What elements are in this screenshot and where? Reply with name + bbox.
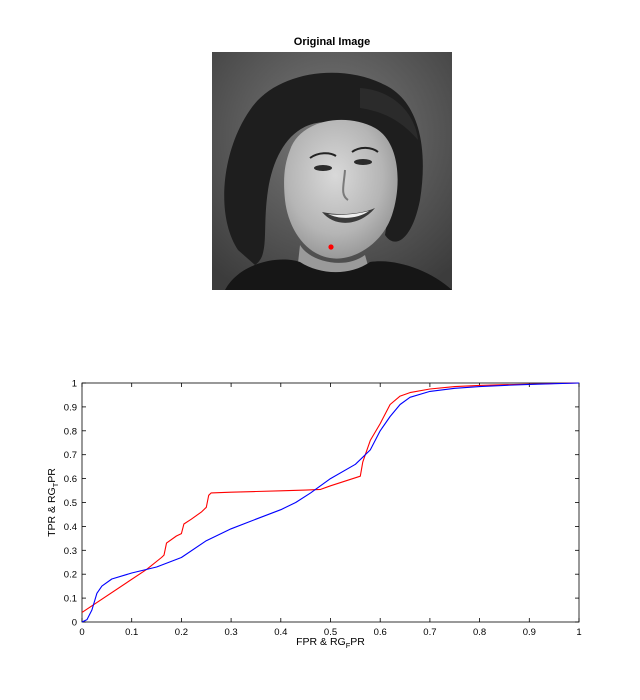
- portrait-photo: [212, 52, 452, 290]
- x-axis-label: FPR & RGFPR: [296, 636, 365, 650]
- y-tick-label: 0.6: [64, 474, 77, 485]
- red-marker-dot: [328, 244, 334, 250]
- right-eye: [354, 159, 372, 165]
- plot-area: [81, 382, 580, 623]
- right-brow: [351, 146, 379, 153]
- y-tick-label: 0.2: [64, 570, 77, 581]
- y-tick-label: 1: [72, 379, 77, 390]
- y-tick-label: 0.4: [64, 522, 77, 533]
- y-tick-label: 0.9: [64, 402, 77, 413]
- y-tick-label: 0.3: [64, 546, 77, 557]
- image-title: Original Image: [293, 36, 371, 48]
- y-axis-label: TPR & RGTPR: [46, 468, 60, 537]
- y-tick-label: 0.7: [64, 450, 77, 461]
- left-brow: [309, 152, 337, 159]
- nose-shadow: [342, 169, 349, 201]
- x-tick-label: 0.2: [175, 627, 188, 638]
- y-tick-label: 0.8: [64, 426, 77, 437]
- x-tick-label: 0.5: [324, 627, 337, 638]
- x-tick-label: 0.7: [423, 627, 436, 638]
- x-tick-label: 1: [576, 627, 581, 638]
- series-line-1: [81, 382, 580, 613]
- x-tick-label: 0.4: [274, 627, 287, 638]
- x-tick-label: 0.9: [523, 627, 536, 638]
- x-tick-label: 0.6: [374, 627, 387, 638]
- axis-ticks: 0 0.1 0.2 0.3 0.4 0.5 0.6 0.7 0.8 0.9 1 0 0.1 0.2 0.3 0…: [64, 379, 582, 639]
- y-tick-label: 0.1: [64, 594, 77, 605]
- series-group: [81, 382, 580, 623]
- dark-garment: [225, 259, 452, 290]
- x-tick-label: 0.3: [224, 627, 237, 638]
- x-tick-label: 0.8: [473, 627, 486, 638]
- face-shape: [284, 119, 398, 259]
- hair-shape: [224, 72, 423, 265]
- left-eye: [314, 165, 332, 171]
- series-line-2: [81, 382, 580, 623]
- x-tick-label: 0.1: [125, 627, 138, 638]
- y-tick-label: 0.5: [64, 498, 77, 509]
- teeth: [328, 211, 369, 218]
- x-tick-label: 0: [79, 627, 84, 638]
- hair-curl: [360, 88, 418, 140]
- y-tick-label: 0: [72, 618, 77, 629]
